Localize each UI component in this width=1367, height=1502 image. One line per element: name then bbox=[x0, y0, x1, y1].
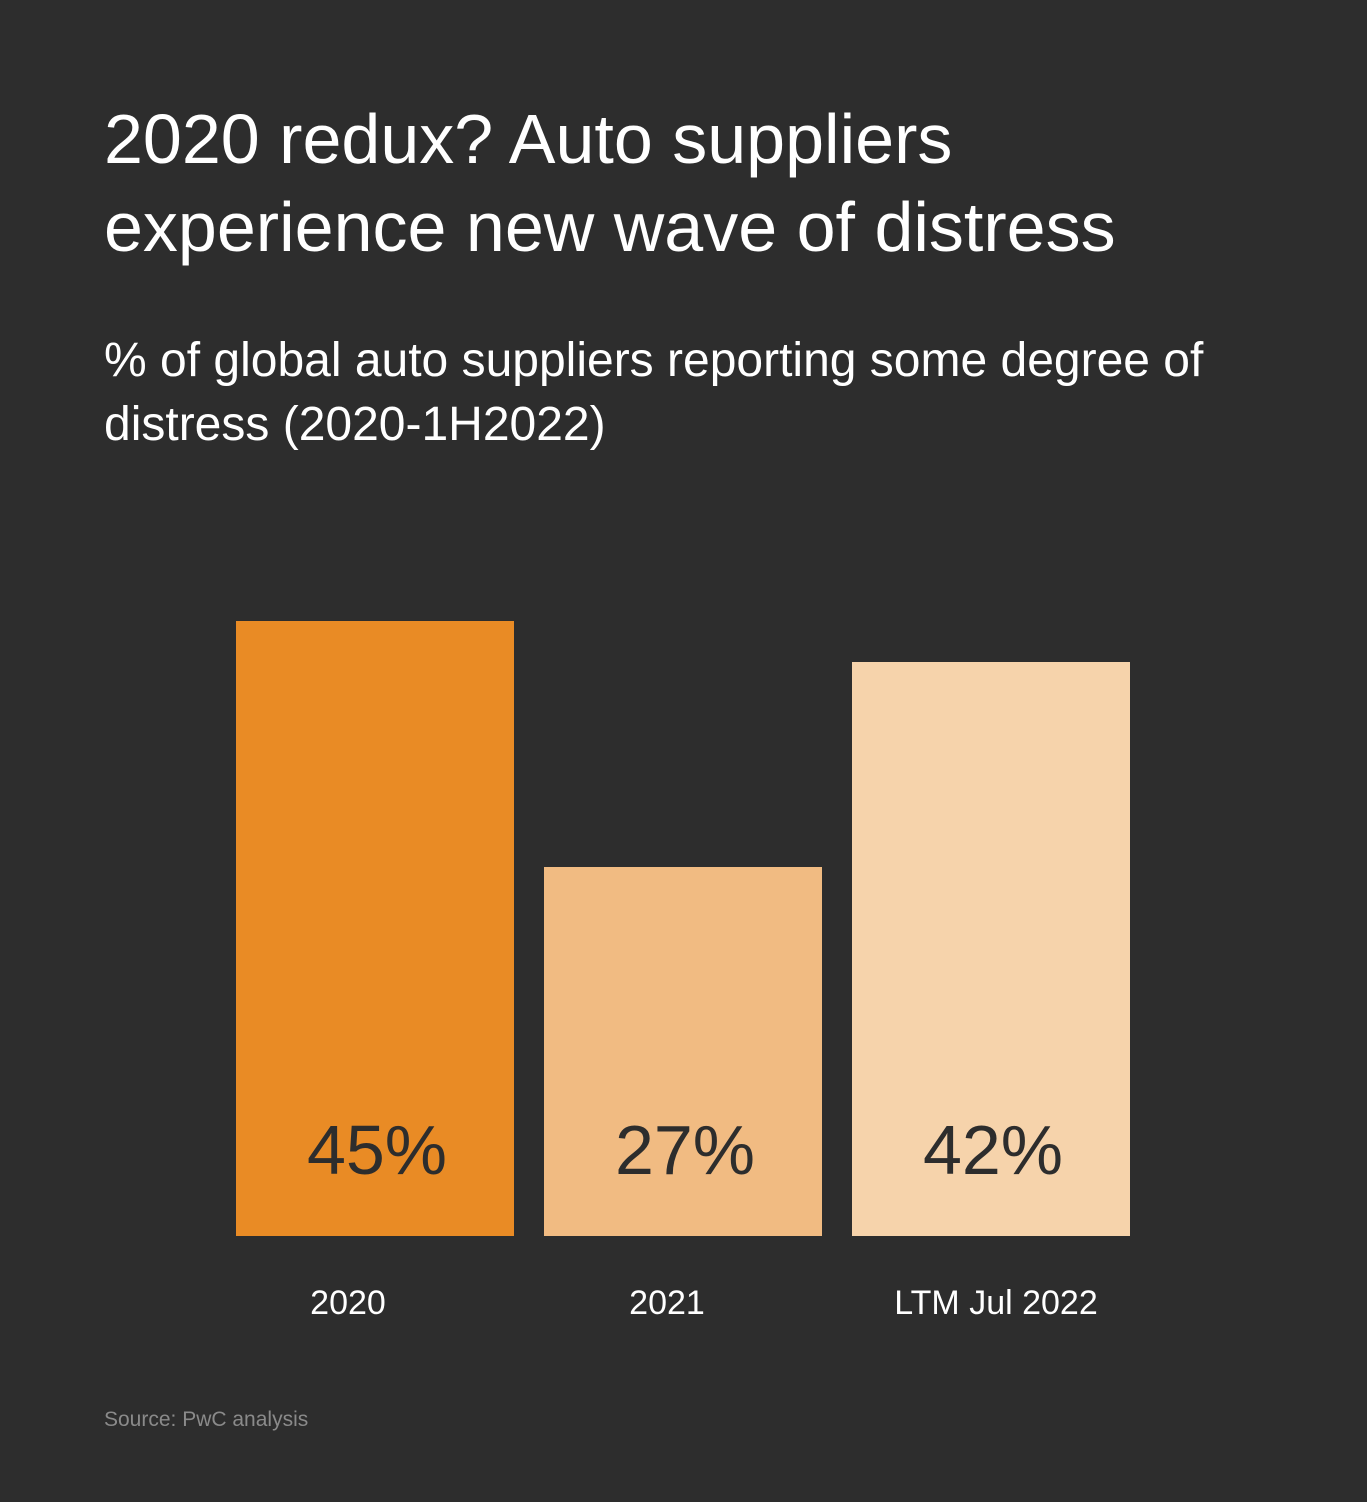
bar-ltm-jul-2022 bbox=[852, 662, 1130, 1236]
bar-value-label: 45% bbox=[307, 1111, 447, 1189]
category-label: 2021 bbox=[629, 1284, 705, 1322]
source-note: Source: PwC analysis bbox=[104, 1408, 309, 1431]
bar-2020 bbox=[236, 621, 514, 1236]
bar-value-label: 27% bbox=[615, 1111, 755, 1189]
chart-title: 2020 redux? Auto suppliers experience ne… bbox=[104, 100, 1116, 266]
category-label: 2020 bbox=[310, 1284, 386, 1322]
bar-value-label: 42% bbox=[923, 1111, 1063, 1189]
chart-subtitle: % of global auto suppliers reporting som… bbox=[104, 334, 1204, 451]
bar-2021 bbox=[544, 867, 822, 1236]
category-label: LTM Jul 2022 bbox=[894, 1284, 1097, 1322]
